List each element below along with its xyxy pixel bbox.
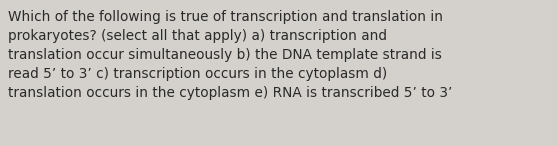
Text: Which of the following is true of transcription and translation in
prokaryotes? : Which of the following is true of transc… xyxy=(8,10,452,100)
